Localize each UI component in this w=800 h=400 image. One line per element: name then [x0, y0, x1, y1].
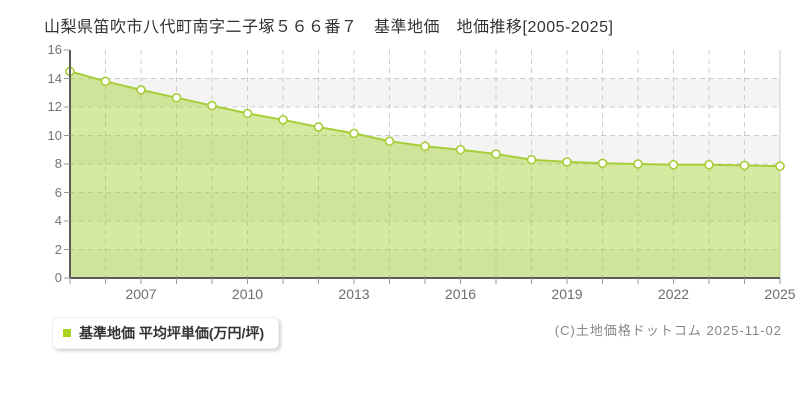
data-point-2024: [739, 160, 750, 171]
data-point-2010: [242, 108, 253, 119]
data-point-2025: [775, 161, 785, 171]
x-axis-label-2019: 2019: [551, 286, 583, 302]
area-fill: [70, 71, 780, 279]
x-axis-label-2010: 2010: [231, 286, 264, 302]
y-axis-label-16: 16: [47, 42, 62, 57]
data-point-2012: [313, 122, 324, 132]
chart-area: 0 2 4 6 8 10 12 14 16 2007 2010 2013 2016 2019 2022 202…: [48, 42, 800, 302]
y-axis-label-2: 2: [54, 241, 62, 257]
data-point-2016: [455, 144, 466, 155]
data-point-2018: [526, 154, 537, 165]
y-axis-label-8: 8: [54, 156, 62, 171]
y-axis-label-6: 6: [54, 184, 62, 200]
page-title: 山梨県笛吹市八代町南字二子塚５６６番７ 基準地価 地価推移[2005-2025]: [44, 19, 614, 36]
x-axis-label-2022: 2022: [657, 286, 690, 302]
plot-band: [70, 249, 780, 278]
x-axis-label-2007: 2007: [125, 286, 157, 302]
y-axis-label-12: 12: [47, 99, 62, 114]
data-point-2007: [136, 85, 146, 95]
plot-band: [70, 78, 780, 107]
copyright: (C)土地価格ドットコム 2025-11-02: [554, 323, 782, 338]
data-point-2013: [349, 128, 359, 139]
data-point-2009: [207, 100, 217, 111]
data-point-2019: [562, 157, 572, 167]
chart-svg: [64, 49, 785, 284]
data-point-2006: [100, 76, 111, 87]
y-axis-label-10: 10: [47, 127, 62, 143]
data-point-2014: [384, 136, 395, 146]
data-point-2008: [171, 92, 182, 103]
data-point-2020: [597, 158, 608, 169]
data-point-2022: [668, 159, 679, 170]
y-axis-label-0: 0: [54, 270, 62, 285]
legend: 基準地価 平均坪単価(万円/坪): [52, 317, 280, 349]
y-axis-label-14: 14: [47, 70, 62, 86]
x-axis-label-2025: 2025: [764, 286, 796, 302]
data-point-2021: [633, 159, 643, 169]
data-point-2023: [704, 159, 714, 170]
data-point-2017: [491, 149, 501, 159]
data-point-2011: [278, 115, 288, 125]
y-axis-label-4: 4: [54, 213, 62, 228]
legend-label: 基準地価 平均坪単価(万円/坪): [79, 325, 265, 341]
x-axis-label-2013: 2013: [338, 286, 370, 302]
data-point-2015: [420, 141, 430, 151]
x-axis-label-2016: 2016: [444, 286, 477, 302]
legend-swatch-icon: [63, 329, 71, 337]
